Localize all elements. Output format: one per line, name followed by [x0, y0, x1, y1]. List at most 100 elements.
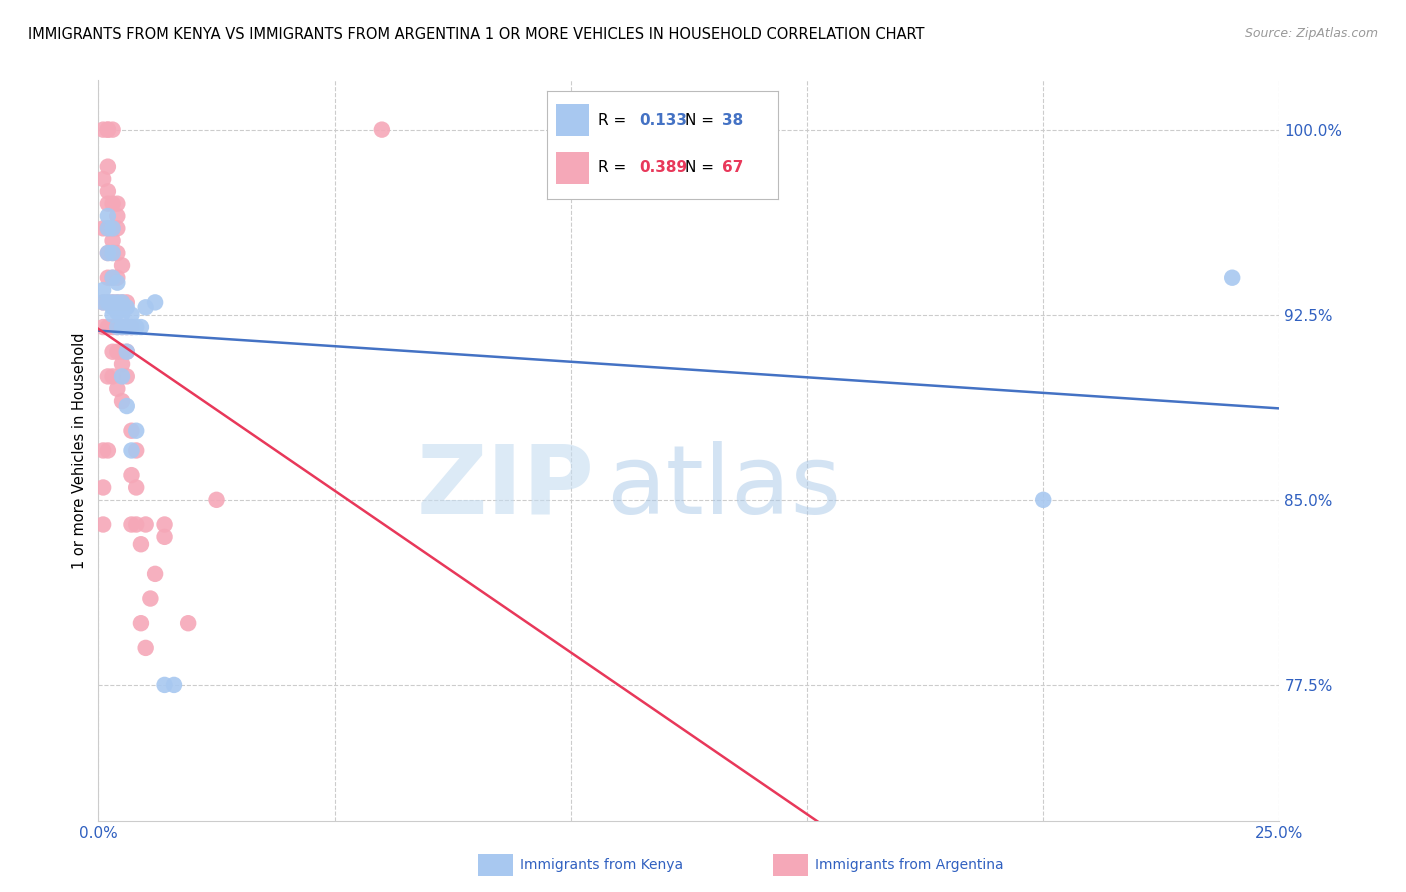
Point [121, 443, 143, 458]
Point [101, 295, 124, 310]
Point [111, 320, 134, 334]
Point [105, 196, 128, 211]
Point [101, 246, 124, 260]
Point [97, 270, 120, 285]
Y-axis label: 1 or more Vehicles in Household: 1 or more Vehicles in Household [72, 332, 87, 569]
Point [371, 122, 394, 136]
Point [115, 344, 138, 359]
Point [91, 122, 114, 136]
Point [105, 344, 128, 359]
Point [111, 259, 134, 273]
Point [111, 357, 134, 371]
Point [97, 246, 120, 260]
Point [121, 468, 143, 483]
Point [125, 517, 148, 532]
Point [111, 295, 134, 310]
Point [105, 301, 128, 315]
Point [111, 308, 134, 322]
Point [97, 295, 120, 310]
Point [135, 640, 157, 655]
Point [97, 369, 120, 384]
Point [121, 517, 143, 532]
Point [105, 382, 128, 396]
Point [101, 295, 124, 310]
Point [97, 160, 120, 174]
Point [91, 172, 114, 186]
Text: IMMIGRANTS FROM KENYA VS IMMIGRANTS FROM ARGENTINA 1 OR MORE VEHICLES IN HOUSEHO: IMMIGRANTS FROM KENYA VS IMMIGRANTS FROM… [28, 27, 925, 42]
Point [129, 320, 152, 334]
Point [97, 320, 120, 334]
Point [97, 295, 120, 310]
Point [97, 443, 120, 458]
Point [135, 517, 157, 532]
Point [115, 295, 138, 310]
Point [101, 234, 124, 248]
Point [153, 678, 176, 692]
Point [115, 320, 138, 334]
Point [1220, 270, 1243, 285]
Point [111, 369, 134, 384]
Point [105, 320, 128, 334]
Point [101, 122, 124, 136]
Text: ZIP: ZIP [416, 441, 595, 534]
Point [1032, 492, 1054, 507]
Point [143, 295, 166, 310]
Point [111, 320, 134, 334]
Point [97, 185, 120, 199]
Point [91, 283, 114, 297]
Point [105, 209, 128, 223]
Point [111, 344, 134, 359]
Point [97, 221, 120, 235]
Point [177, 616, 200, 631]
Point [139, 591, 162, 606]
Point [121, 320, 143, 334]
Point [101, 270, 124, 285]
Point [97, 122, 120, 136]
Text: atlas: atlas [606, 441, 841, 534]
Point [101, 344, 124, 359]
Point [125, 424, 148, 438]
Point [105, 295, 128, 310]
Point [101, 320, 124, 334]
Point [91, 221, 114, 235]
Point [135, 301, 157, 315]
Point [101, 369, 124, 384]
Point [91, 295, 114, 310]
Point [105, 270, 128, 285]
Point [101, 301, 124, 315]
Point [153, 517, 176, 532]
Point [101, 221, 124, 235]
Point [115, 369, 138, 384]
Point [121, 320, 143, 334]
Point [121, 308, 143, 322]
Point [91, 443, 114, 458]
Text: Immigrants from Kenya: Immigrants from Kenya [520, 858, 683, 872]
Point [97, 209, 120, 223]
Point [111, 301, 134, 315]
Point [105, 221, 128, 235]
Point [153, 530, 176, 544]
Point [91, 517, 114, 532]
Point [205, 492, 228, 507]
Point [121, 424, 143, 438]
Text: Immigrants from Argentina: Immigrants from Argentina [815, 858, 1004, 872]
Point [101, 308, 124, 322]
Point [97, 196, 120, 211]
Point [125, 320, 148, 334]
Point [101, 270, 124, 285]
Point [101, 246, 124, 260]
Point [97, 122, 120, 136]
Point [125, 443, 148, 458]
Point [143, 566, 166, 581]
Point [125, 481, 148, 495]
Point [105, 246, 128, 260]
Point [129, 616, 152, 631]
Point [105, 295, 128, 310]
Text: Source: ZipAtlas.com: Source: ZipAtlas.com [1244, 27, 1378, 40]
Point [163, 678, 186, 692]
Point [115, 399, 138, 413]
Point [97, 221, 120, 235]
Point [105, 276, 128, 290]
Point [91, 295, 114, 310]
Point [105, 305, 128, 319]
